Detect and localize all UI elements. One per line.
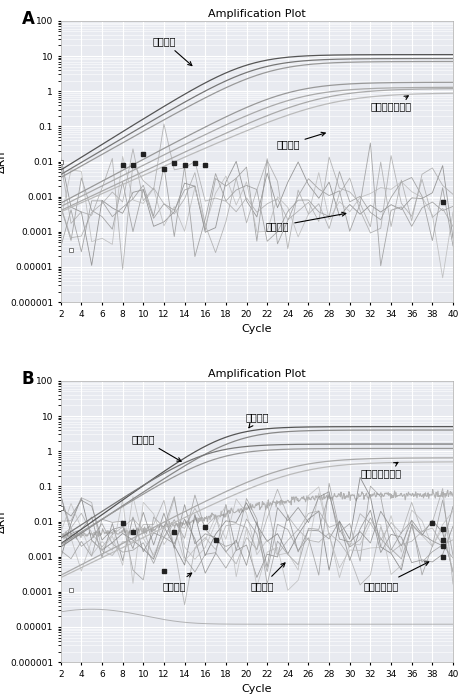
Text: 金黄色葡萄球菌: 金黄色葡萄球菌 xyxy=(360,462,401,477)
Y-axis label: ΔRn: ΔRn xyxy=(0,151,7,173)
Text: 沙门氏菌: 沙门氏菌 xyxy=(245,413,269,428)
Text: 大肠杆菌: 大肠杆菌 xyxy=(163,573,191,591)
Text: 阴性对照: 阴性对照 xyxy=(250,563,285,591)
Text: 金黄色葡萄球菌: 金黄色葡萄球菌 xyxy=(370,95,411,112)
Text: A: A xyxy=(21,10,35,28)
Text: 沙门氏菌: 沙门氏菌 xyxy=(276,132,325,150)
Text: 志贺氏菌: 志贺氏菌 xyxy=(132,434,181,461)
Y-axis label: ΔRn: ΔRn xyxy=(0,510,7,533)
Text: 单増李斯特菌: 单増李斯特菌 xyxy=(363,562,429,591)
Text: B: B xyxy=(21,369,34,388)
Title: Amplification Plot: Amplification Plot xyxy=(208,369,306,378)
X-axis label: Cycle: Cycle xyxy=(241,684,272,694)
X-axis label: Cycle: Cycle xyxy=(241,324,272,335)
Text: 阴性对照: 阴性对照 xyxy=(266,213,346,231)
Title: Amplification Plot: Amplification Plot xyxy=(208,9,306,19)
Text: 志贺氏菌: 志贺氏菌 xyxy=(152,36,192,66)
